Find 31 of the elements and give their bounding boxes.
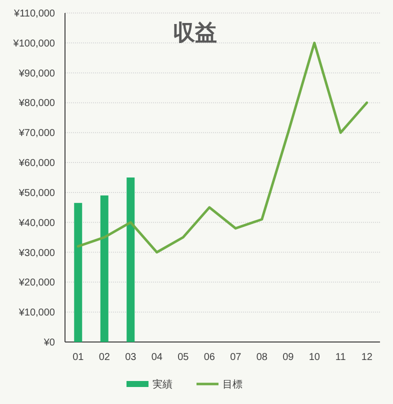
x-tick-label: 08 xyxy=(256,352,268,363)
x-tick-label: 12 xyxy=(361,352,373,363)
x-tick-label: 11 xyxy=(335,352,346,363)
x-tick-label: 04 xyxy=(151,352,163,363)
y-tick-label: ¥30,000 xyxy=(18,248,56,259)
bar xyxy=(126,178,135,342)
y-tick-label: ¥0 xyxy=(42,338,56,348)
x-tick-label: 07 xyxy=(230,352,242,363)
line-series xyxy=(76,42,368,254)
legend-label: 実績 xyxy=(152,378,172,390)
x-tick-label: 03 xyxy=(125,352,137,363)
x-tick-label: 06 xyxy=(204,352,216,363)
y-tick-label: ¥10,000 xyxy=(18,308,56,319)
y-tick-label: ¥100,000 xyxy=(12,38,56,50)
legend-label: 目標 xyxy=(222,378,242,390)
chart-title: 収益 xyxy=(173,20,217,45)
bar xyxy=(100,195,108,342)
bar xyxy=(74,202,82,342)
y-tick-label: ¥20,000 xyxy=(18,278,56,289)
y-tick-label: ¥60,000 xyxy=(18,158,56,170)
x-tick-label: 02 xyxy=(98,352,110,363)
y-tick-label: ¥70,000 xyxy=(18,128,56,140)
y-tick-label: ¥110,000 xyxy=(13,8,56,20)
y-tick-label: ¥50,000 xyxy=(18,188,56,199)
y-tick-label: ¥80,000 xyxy=(18,98,56,110)
y-tick-label: ¥40,000 xyxy=(18,218,56,229)
x-tick-label: 01 xyxy=(72,352,84,363)
x-tick-label: 09 xyxy=(282,352,294,363)
y-tick-label: ¥90,000 xyxy=(18,68,56,80)
x-tick-label: 10 xyxy=(308,352,320,363)
x-tick-label: 05 xyxy=(178,352,190,363)
